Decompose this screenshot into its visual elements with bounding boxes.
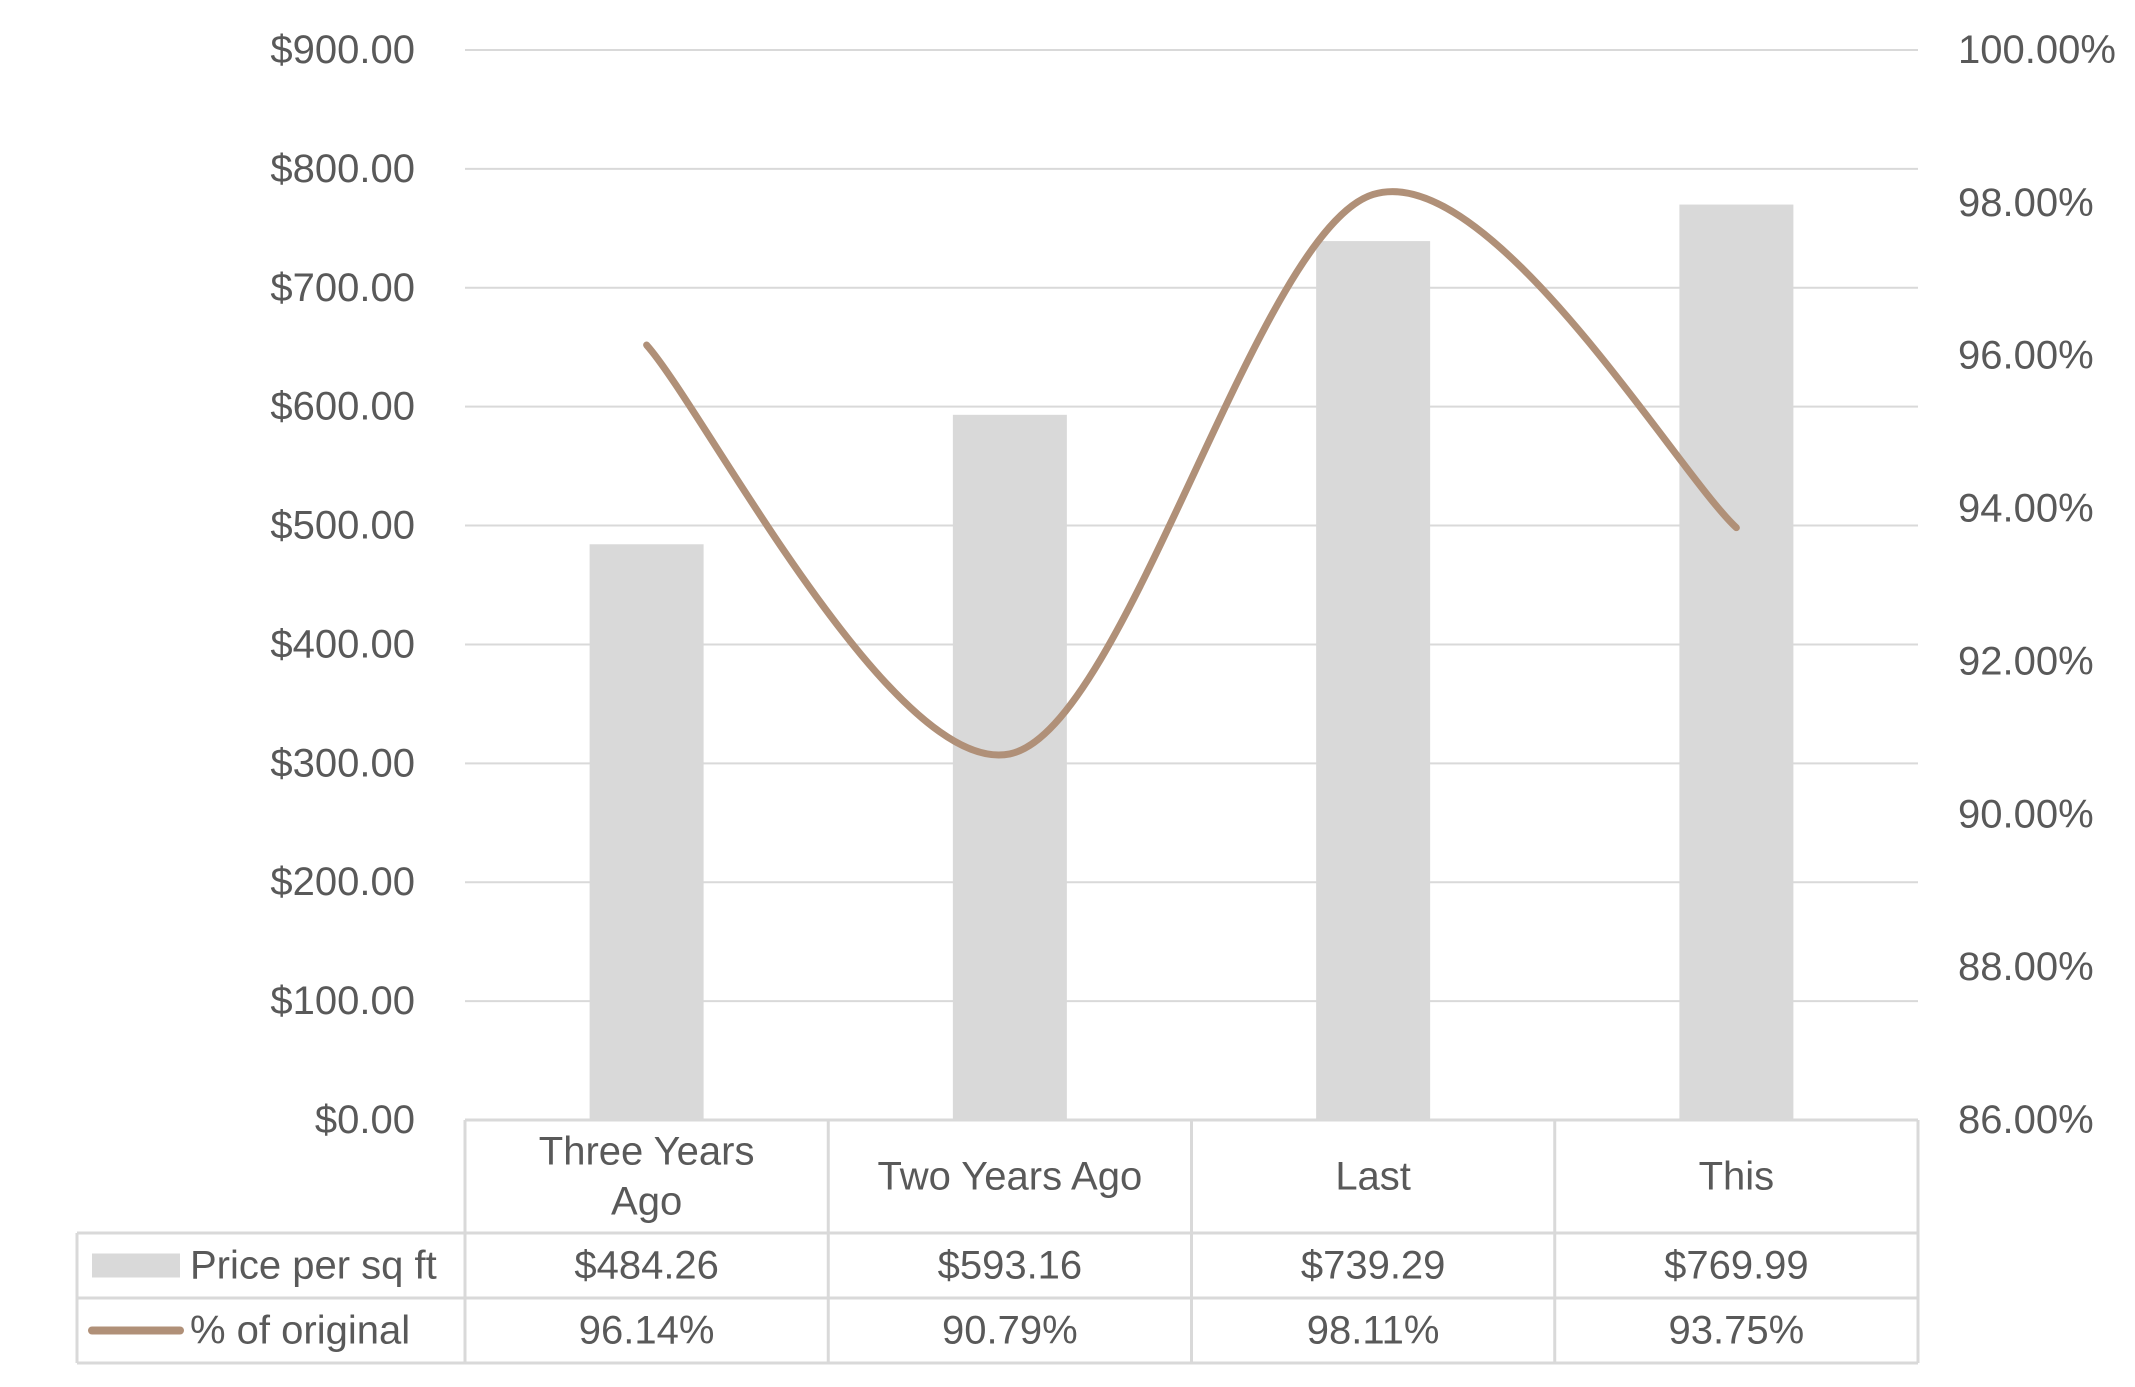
- x-category-label: Three Years: [539, 1130, 755, 1174]
- y-left-tick-label: $500.00: [270, 504, 415, 548]
- x-category-label: Two Years Ago: [878, 1155, 1143, 1199]
- bar: [589, 544, 704, 1120]
- y-left-tick-label: $100.00: [270, 979, 415, 1023]
- x-category-label: This: [1699, 1155, 1775, 1199]
- legend-key-bar: [92, 1253, 180, 1278]
- table-value-percent: 98.11%: [1307, 1309, 1440, 1353]
- bar: [1316, 241, 1431, 1120]
- y-right-tick-label: 88.00%: [1958, 945, 2094, 989]
- y-right-tick-label: 92.00%: [1958, 639, 2094, 683]
- y-right-tick-label: 100.00%: [1958, 28, 2116, 72]
- table-value-price: $593.16: [938, 1244, 1083, 1288]
- table-value-price: $739.29: [1301, 1244, 1446, 1288]
- y-left-tick-label: $400.00: [270, 622, 415, 666]
- y-left-tick-label: $0.00: [315, 1098, 415, 1142]
- y-left-tick-label: $700.00: [270, 266, 415, 310]
- x-category-label: Ago: [611, 1180, 682, 1224]
- table-value-price: $484.26: [574, 1244, 719, 1288]
- bar: [1679, 204, 1794, 1120]
- legend-label-price-per-sq-ft: Price per sq ft: [190, 1244, 437, 1288]
- x-category-label: Last: [1335, 1155, 1411, 1199]
- table-value-price: $769.99: [1664, 1244, 1809, 1288]
- y-right-tick-label: 86.00%: [1958, 1098, 2094, 1142]
- table-value-percent: 96.14%: [579, 1309, 715, 1353]
- line-series-percent-of-original: [643, 188, 1740, 759]
- y-left-tick-label: $800.00: [270, 147, 415, 191]
- y-left-tick-label: $300.00: [270, 741, 415, 785]
- bar: [952, 414, 1067, 1120]
- y-left-tick-label: $900.00: [270, 28, 415, 72]
- y-right-tick-label: 94.00%: [1958, 487, 2094, 531]
- legend-label-percent-of-original: % of original: [190, 1309, 410, 1353]
- table-value-percent: 90.79%: [942, 1309, 1078, 1353]
- y-right-tick-label: 98.00%: [1958, 181, 2094, 225]
- y-right-tick-label: 90.00%: [1958, 792, 2094, 836]
- y-right-tick-label: 96.00%: [1958, 334, 2094, 378]
- table-value-percent: 93.75%: [1669, 1309, 1805, 1353]
- y-left-tick-label: $600.00: [270, 385, 415, 429]
- y-left-tick-label: $200.00: [270, 860, 415, 904]
